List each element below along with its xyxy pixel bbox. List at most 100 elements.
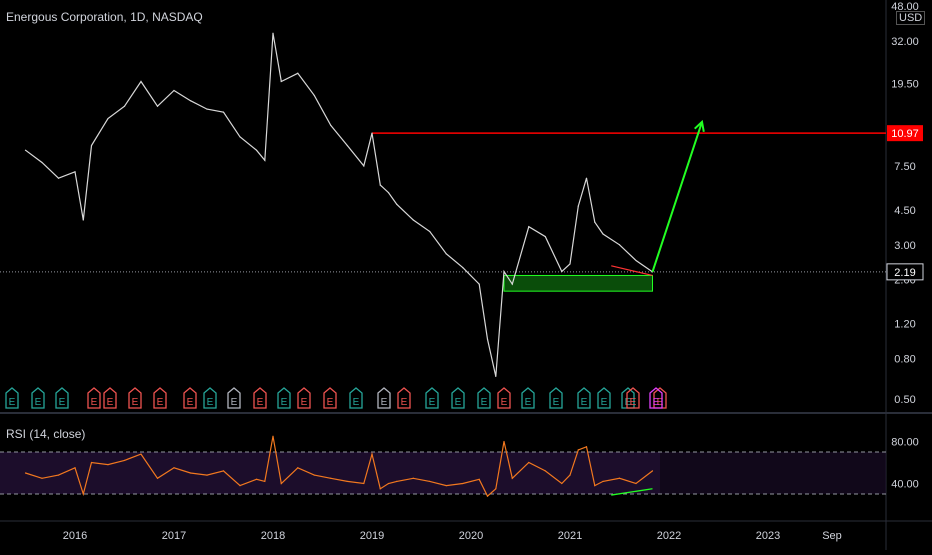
rsi-point xyxy=(330,477,332,479)
earnings-marker-icon xyxy=(621,387,635,409)
earnings-marker-label: E xyxy=(625,397,632,408)
price-point xyxy=(264,159,266,161)
rsi-point xyxy=(239,485,241,487)
earnings-marker-label: E xyxy=(481,397,488,408)
rsi-point xyxy=(371,453,373,455)
rsi-point xyxy=(272,435,274,437)
earnings-marker-label: E xyxy=(601,397,608,408)
rsi-point xyxy=(24,472,27,474)
rsi-point xyxy=(346,480,348,482)
rsi-point xyxy=(478,478,480,480)
price-point xyxy=(346,144,348,147)
rsi-point xyxy=(41,477,43,479)
price-point xyxy=(544,235,546,238)
earnings-marker-label: E xyxy=(501,397,508,408)
earnings-marker-label: E xyxy=(327,397,334,408)
rsi-point xyxy=(206,474,208,476)
rsi-point xyxy=(74,467,76,469)
earnings-marker-icon xyxy=(31,387,45,409)
earnings-marker-label: E xyxy=(132,397,139,408)
price-point xyxy=(239,136,241,138)
rsi-point xyxy=(561,482,563,485)
price-point xyxy=(297,72,299,74)
earnings-marker-icon xyxy=(497,387,511,409)
rsi-point xyxy=(363,482,365,485)
rsi-point xyxy=(90,461,93,464)
rsi-point xyxy=(156,477,159,479)
rsi-point xyxy=(57,474,60,476)
earnings-marker-icon xyxy=(203,387,217,409)
rsi-point xyxy=(222,470,225,472)
price-point xyxy=(462,267,464,269)
earnings-marker-icon xyxy=(103,387,117,409)
currency-label: USD xyxy=(896,11,926,25)
earnings-marker-icon xyxy=(549,387,563,409)
earnings-marker-label: E xyxy=(231,397,238,408)
price-tick-label: 32.00 xyxy=(891,36,919,48)
price-point xyxy=(272,32,274,34)
price-line xyxy=(25,33,653,377)
rsi-point xyxy=(412,477,414,479)
rsi-point xyxy=(140,453,142,455)
price-tick-label: 3.00 xyxy=(894,240,915,252)
earnings-marker-label: E xyxy=(59,397,66,408)
earnings-marker-icon xyxy=(153,387,167,409)
price-point xyxy=(602,233,604,235)
earnings-marker-label: E xyxy=(525,397,532,408)
price-point xyxy=(594,221,596,223)
earnings-marker-icon xyxy=(397,387,411,409)
price-point xyxy=(313,94,315,97)
earnings-marker-label: E xyxy=(91,397,98,408)
rsi-point xyxy=(594,485,596,487)
last-price-label: 2.19 xyxy=(894,267,915,279)
earnings-marker-label: E xyxy=(581,397,588,408)
earnings-marker-label: E xyxy=(257,397,264,408)
price-point xyxy=(330,124,332,127)
price-point xyxy=(107,117,109,120)
earnings-marker-icon xyxy=(649,387,663,409)
rsi-point xyxy=(495,488,497,490)
rsi-point xyxy=(387,482,390,485)
earnings-marker-icon xyxy=(297,387,311,409)
earnings-marker-label: E xyxy=(455,397,462,408)
earnings-marker-icon xyxy=(323,387,337,409)
earnings-marker-icon xyxy=(277,387,291,409)
earnings-marker-icon xyxy=(626,387,640,409)
earnings-marker-icon xyxy=(521,387,535,409)
earnings-marker-icon xyxy=(597,387,611,409)
rsi-point xyxy=(297,467,299,469)
rsi-point xyxy=(255,478,258,480)
price-tick-label: 7.50 xyxy=(894,161,915,173)
time-tick-label: 2020 xyxy=(459,530,483,542)
earnings-marker-icon xyxy=(253,387,267,409)
earnings-marker-icon xyxy=(55,387,69,409)
earnings-marker-icon xyxy=(5,387,19,409)
earnings-marker-label: E xyxy=(657,397,664,408)
rsi-point xyxy=(189,472,192,474)
earnings-marker-label: E xyxy=(107,397,114,408)
price-point xyxy=(82,219,84,221)
earnings-marker-label: E xyxy=(281,397,288,408)
earnings-marker-icon xyxy=(577,387,591,409)
rsi-point xyxy=(602,480,604,482)
price-point xyxy=(511,283,513,285)
price-point xyxy=(577,205,579,207)
rsi-point xyxy=(429,480,431,482)
price-point xyxy=(24,149,27,151)
price-point xyxy=(280,80,282,83)
price-point xyxy=(41,161,43,164)
rsi-point xyxy=(544,470,546,472)
rsi-tick-label: 80.00 xyxy=(891,437,919,449)
earnings-marker-label: E xyxy=(653,397,660,408)
support-zone xyxy=(503,274,653,292)
chart-title: Energous Corporation, 1D, NASDAQ xyxy=(6,10,203,24)
price-point xyxy=(503,270,505,273)
rsi-point xyxy=(486,495,489,497)
projection-arrow-head xyxy=(694,119,705,132)
price-point xyxy=(206,108,208,110)
price-tick-label: 1.20 xyxy=(894,319,915,331)
rsi-divergence-line xyxy=(611,488,653,496)
earnings-marker-icon xyxy=(653,387,667,409)
